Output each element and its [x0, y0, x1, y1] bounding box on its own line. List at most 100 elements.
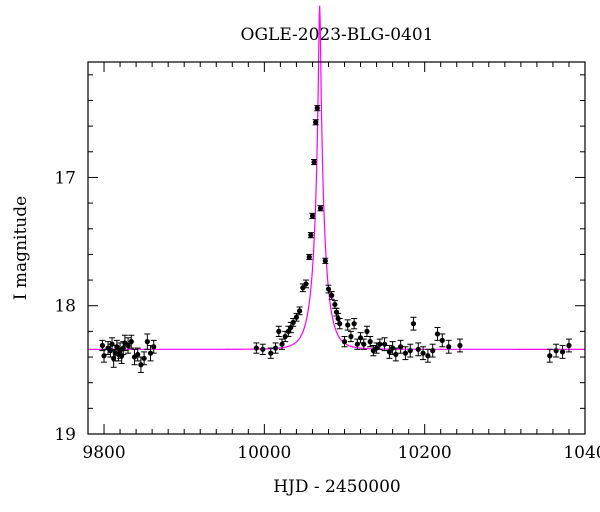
point-marker — [125, 342, 131, 349]
point-marker — [308, 232, 314, 238]
data-point — [296, 306, 303, 316]
point-marker — [357, 335, 364, 341]
point-marker — [386, 349, 393, 355]
data-point — [392, 347, 399, 362]
data-point — [347, 330, 354, 343]
data-point — [553, 343, 560, 358]
point-marker — [381, 341, 388, 347]
y-tick-label: 17 — [54, 168, 76, 188]
model-curve-layer — [88, 5, 585, 350]
point-marker — [367, 339, 373, 345]
data-point — [420, 346, 427, 361]
model-curve — [88, 5, 585, 350]
point-marker — [317, 205, 324, 211]
point-marker — [407, 348, 413, 354]
point-marker — [99, 342, 106, 349]
data-point — [360, 338, 367, 350]
point-marker — [297, 308, 303, 314]
point-marker — [439, 337, 445, 343]
data-point — [351, 318, 358, 330]
data-point — [363, 325, 370, 338]
data-points-layer — [99, 105, 572, 373]
point-marker — [457, 342, 463, 349]
data-point — [307, 232, 314, 239]
data-point — [381, 337, 388, 352]
data-point — [125, 337, 132, 354]
point-marker — [332, 301, 338, 308]
data-point — [546, 348, 553, 363]
point-marker — [138, 362, 144, 368]
data-point — [559, 344, 566, 359]
point-marker — [144, 339, 150, 345]
point-marker — [309, 213, 316, 219]
data-point — [410, 316, 417, 331]
data-point — [439, 333, 446, 348]
point-marker — [314, 105, 320, 111]
data-point — [312, 119, 319, 126]
data-point — [131, 348, 138, 366]
data-point — [341, 336, 348, 348]
point-marker — [300, 285, 306, 291]
x-tick-label: 9800 — [82, 443, 125, 463]
data-point — [134, 347, 141, 362]
point-marker — [547, 353, 553, 359]
point-marker — [364, 328, 370, 334]
data-point — [367, 336, 374, 348]
data-point — [402, 346, 409, 361]
point-marker — [402, 350, 409, 356]
data-point — [144, 333, 151, 350]
point-marker — [128, 339, 134, 345]
point-marker — [135, 351, 141, 358]
data-point — [357, 332, 364, 344]
point-marker — [276, 328, 282, 334]
data-point — [407, 343, 414, 358]
data-point — [306, 253, 313, 261]
point-marker — [430, 348, 436, 354]
data-point — [253, 342, 260, 354]
point-marker — [351, 321, 357, 327]
point-marker — [415, 346, 421, 352]
data-point — [386, 344, 393, 359]
point-marker — [260, 346, 266, 352]
data-point — [565, 338, 572, 353]
x-tick-label: 10000 — [237, 443, 291, 463]
data-point — [137, 356, 144, 373]
data-point — [311, 158, 318, 166]
point-marker — [101, 353, 107, 359]
data-point — [303, 279, 310, 289]
data-point — [275, 325, 282, 338]
data-point — [445, 339, 452, 354]
point-marker — [361, 341, 367, 347]
point-marker — [337, 321, 343, 327]
point-marker — [434, 331, 441, 337]
point-marker — [329, 292, 335, 299]
data-point — [259, 343, 266, 355]
plot-frame — [87, 61, 586, 435]
point-marker — [290, 319, 296, 325]
data-point — [429, 343, 436, 358]
data-point — [397, 339, 404, 354]
data-point — [309, 212, 316, 219]
point-marker — [147, 350, 154, 356]
point-marker — [348, 333, 354, 340]
data-point — [141, 351, 148, 366]
point-marker — [553, 348, 559, 354]
point-marker — [303, 281, 309, 287]
data-point — [331, 300, 338, 309]
point-marker — [341, 339, 348, 345]
point-marker — [398, 344, 404, 350]
data-point — [456, 338, 463, 353]
point-marker — [420, 350, 426, 356]
point-marker — [141, 355, 147, 361]
point-marker — [377, 341, 383, 347]
data-point — [278, 338, 285, 350]
point-marker — [390, 345, 396, 351]
data-point — [101, 348, 108, 363]
point-marker — [311, 159, 317, 165]
point-marker — [325, 286, 332, 292]
point-marker — [559, 349, 566, 355]
point-marker — [293, 314, 300, 320]
point-marker — [393, 351, 399, 358]
point-marker — [410, 321, 417, 327]
data-point — [389, 341, 396, 355]
